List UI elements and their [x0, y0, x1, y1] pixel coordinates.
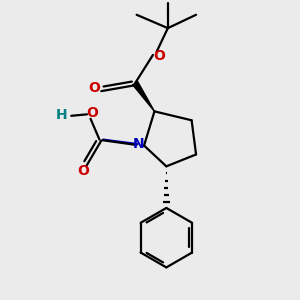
Text: O: O [154, 50, 165, 63]
Text: N: N [133, 137, 145, 151]
Text: O: O [88, 82, 101, 95]
Text: H: H [56, 108, 67, 122]
Text: O: O [77, 164, 89, 178]
Text: O: O [86, 106, 98, 120]
Polygon shape [133, 81, 154, 111]
